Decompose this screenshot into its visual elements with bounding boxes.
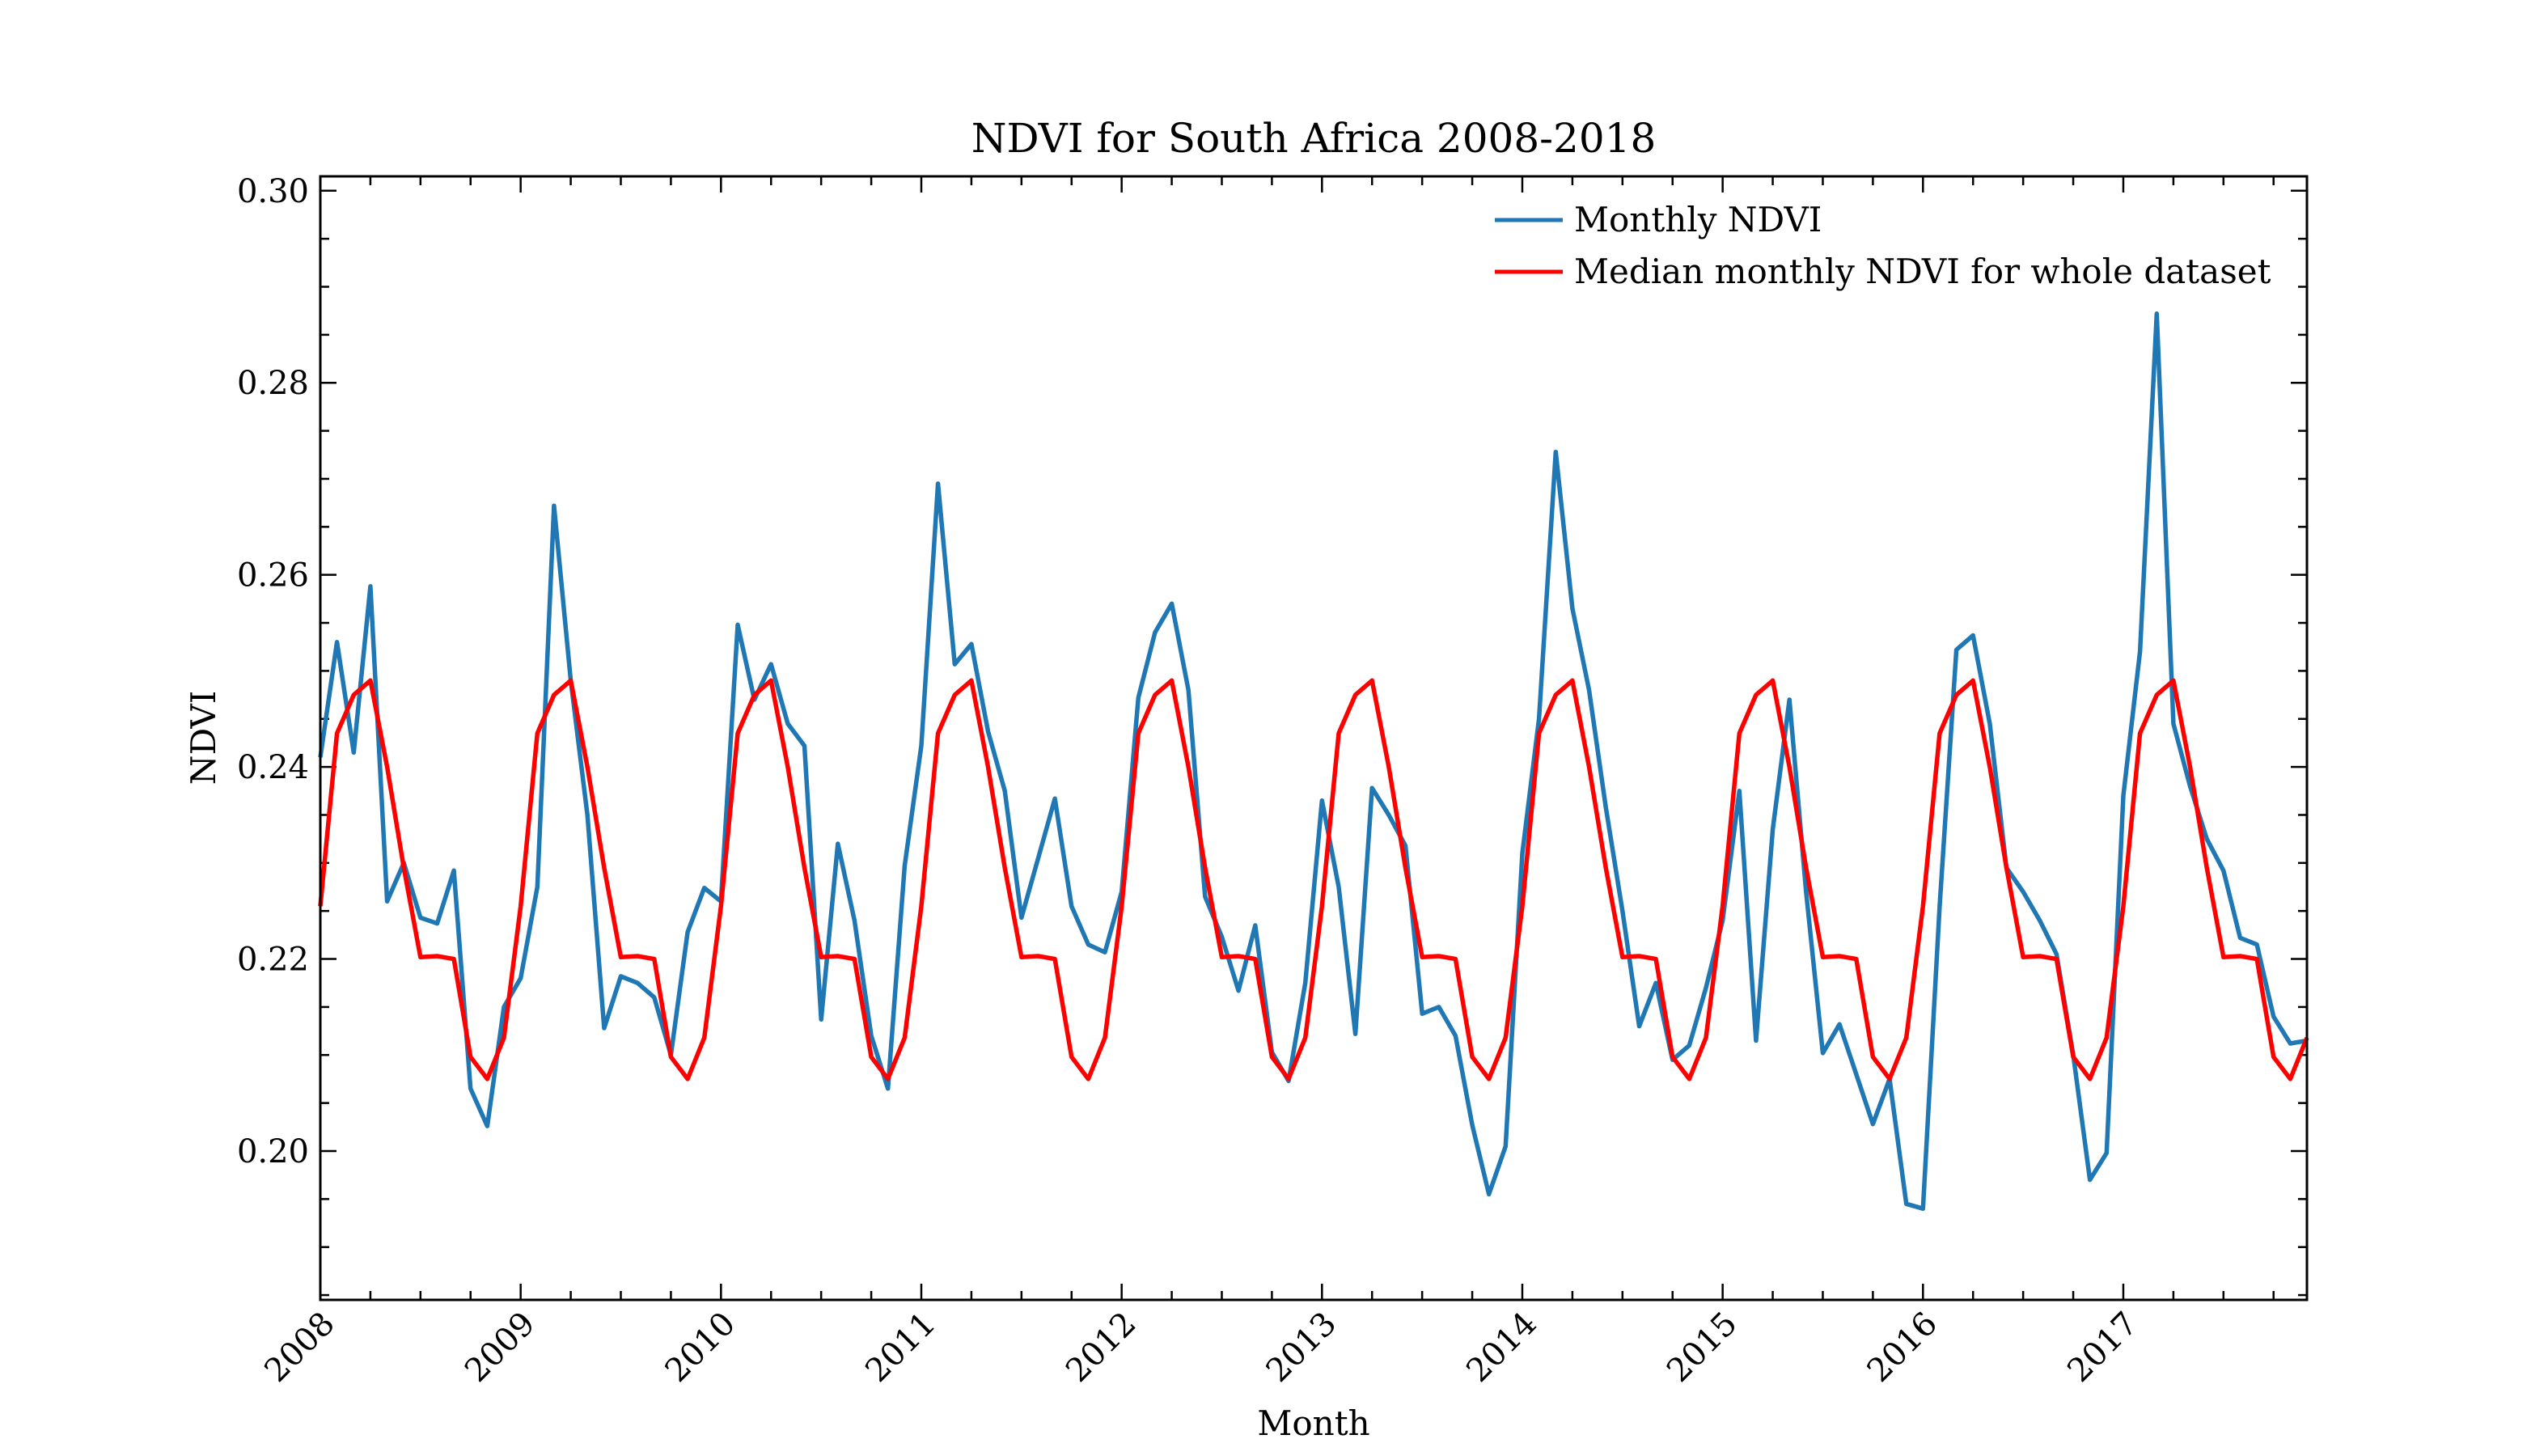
series-line-0: [318, 311, 2308, 1211]
x-tick-label: 2017: [2060, 1305, 2145, 1390]
y-tick-label: 0.30: [237, 173, 309, 210]
x-tick-label: 2010: [658, 1305, 743, 1390]
x-axis-ticks: 2008 2009 2010 2011 2012 2013 2014 2015 2016 2017: [257, 176, 2275, 1390]
y-axis-label: NDVI: [184, 691, 223, 785]
y-tick-label: 0.20: [237, 1133, 309, 1170]
plot-frame: [319, 175, 2309, 1302]
x-tick-label: 2014: [1459, 1305, 1544, 1390]
y-axis-ticks: 0.20 0.22 0.24 0.26 0.28 0.30: [237, 173, 2307, 1297]
legend: Monthly NDVI Median monthly NDVI for who…: [1495, 200, 2271, 291]
y-tick-label: 0.24: [237, 749, 309, 786]
y-tick-label: 0.22: [237, 942, 309, 979]
x-tick-label: 2009: [458, 1305, 543, 1390]
series-line-1: [318, 678, 2309, 1081]
x-tick-label: 2011: [858, 1305, 943, 1390]
series-layer: [318, 311, 2309, 1211]
legend-label-median-ndvi: Median monthly NDVI for whole dataset: [1574, 252, 2271, 291]
y-tick-label: 0.26: [237, 557, 309, 595]
x-tick-label: 2016: [1860, 1305, 1945, 1390]
x-tick-label: 2012: [1059, 1305, 1144, 1390]
chart-title: NDVI for South Africa 2008-2018: [971, 115, 1657, 162]
x-axis-label: Month: [1257, 1403, 1369, 1443]
x-tick-label: 2015: [1660, 1305, 1745, 1390]
x-tick-label: 2013: [1259, 1305, 1344, 1390]
y-tick-label: 0.28: [237, 365, 309, 402]
x-tick-label: 2008: [257, 1305, 342, 1390]
legend-label-monthly-ndvi: Monthly NDVI: [1574, 200, 1822, 239]
